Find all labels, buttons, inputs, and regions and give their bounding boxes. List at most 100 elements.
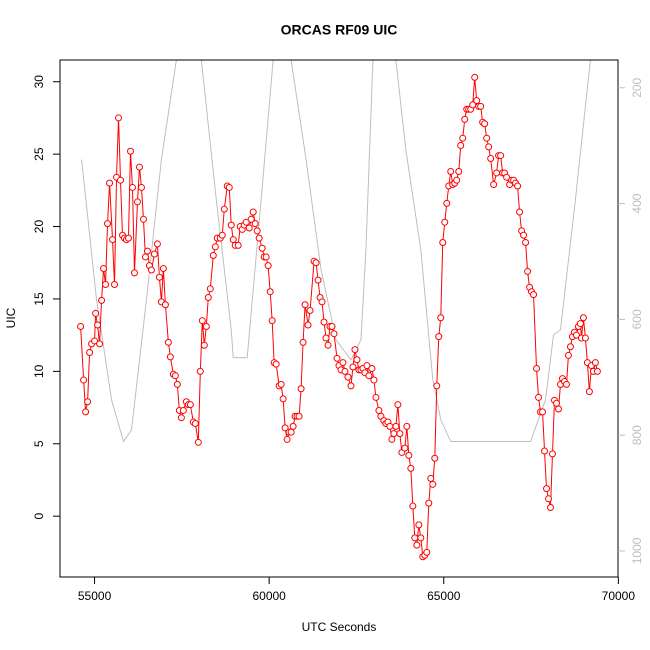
point xyxy=(407,464,415,472)
point xyxy=(135,163,143,171)
point xyxy=(279,395,287,403)
point xyxy=(368,364,376,372)
point xyxy=(84,398,92,406)
point xyxy=(289,422,297,430)
point xyxy=(344,373,352,381)
point xyxy=(153,240,161,248)
point xyxy=(388,435,396,443)
point xyxy=(459,134,467,142)
point xyxy=(473,97,481,105)
point xyxy=(541,447,549,455)
point xyxy=(553,399,561,407)
point xyxy=(471,73,479,81)
y-tick-label: 15 xyxy=(32,292,46,306)
point xyxy=(147,266,155,274)
point xyxy=(137,183,145,191)
point xyxy=(251,220,259,228)
y2-tick-label: 600 xyxy=(630,309,644,329)
point xyxy=(405,451,413,459)
point xyxy=(433,382,441,390)
point xyxy=(247,215,255,223)
point xyxy=(453,176,461,184)
point xyxy=(477,102,485,110)
y-tick-label: 20 xyxy=(32,220,46,234)
point xyxy=(177,414,185,422)
point xyxy=(562,380,570,388)
point xyxy=(96,340,104,348)
point xyxy=(194,438,202,446)
point xyxy=(196,367,204,375)
y2-tick-label: 800 xyxy=(630,425,644,445)
x-tick-label: 55000 xyxy=(78,589,112,603)
point xyxy=(287,428,295,436)
y-tick-label: 0 xyxy=(32,513,46,520)
y2-tick-label: 400 xyxy=(630,193,644,213)
point xyxy=(545,495,553,503)
point xyxy=(547,503,555,511)
point xyxy=(554,405,562,413)
point xyxy=(415,521,423,529)
point xyxy=(206,285,214,293)
point xyxy=(396,430,404,438)
point xyxy=(242,218,250,226)
point xyxy=(333,354,341,362)
point xyxy=(124,234,132,242)
point xyxy=(111,280,119,288)
point xyxy=(179,406,187,414)
point xyxy=(539,408,547,416)
point xyxy=(341,367,349,375)
point xyxy=(245,224,253,232)
point xyxy=(503,173,511,181)
point xyxy=(218,231,226,239)
point xyxy=(283,435,291,443)
point xyxy=(82,408,90,416)
point xyxy=(566,343,574,351)
point xyxy=(411,534,419,542)
point xyxy=(353,356,361,364)
point xyxy=(204,294,212,302)
y-tick-label: 25 xyxy=(32,147,46,161)
point xyxy=(166,353,174,361)
point xyxy=(306,307,314,315)
point xyxy=(409,502,417,510)
point xyxy=(211,243,219,251)
point xyxy=(92,309,100,317)
plot-area xyxy=(77,60,601,561)
point xyxy=(390,430,398,438)
y-tick-label: 30 xyxy=(32,75,46,89)
point xyxy=(94,321,102,329)
point xyxy=(299,338,307,346)
point xyxy=(150,250,158,258)
point xyxy=(268,317,276,325)
point xyxy=(572,331,580,339)
point xyxy=(100,265,108,273)
point xyxy=(497,152,505,160)
point xyxy=(423,548,431,556)
point xyxy=(80,376,88,384)
point xyxy=(161,301,169,309)
point xyxy=(77,322,85,330)
point xyxy=(281,424,289,432)
point xyxy=(437,314,445,322)
point xyxy=(455,168,463,176)
point xyxy=(86,349,94,357)
point xyxy=(403,422,411,430)
point xyxy=(576,320,584,328)
point xyxy=(533,364,541,372)
point xyxy=(516,208,524,216)
point xyxy=(295,412,303,420)
point xyxy=(106,179,114,187)
point xyxy=(198,317,206,325)
point xyxy=(485,143,493,151)
point xyxy=(372,393,380,401)
point xyxy=(102,280,110,288)
y-axis-label: UIC xyxy=(4,307,18,328)
point xyxy=(564,351,572,359)
point xyxy=(324,341,332,349)
point xyxy=(487,154,495,162)
point xyxy=(209,252,217,260)
point xyxy=(264,262,272,270)
point xyxy=(522,238,530,246)
point xyxy=(127,147,135,155)
point xyxy=(514,182,522,190)
